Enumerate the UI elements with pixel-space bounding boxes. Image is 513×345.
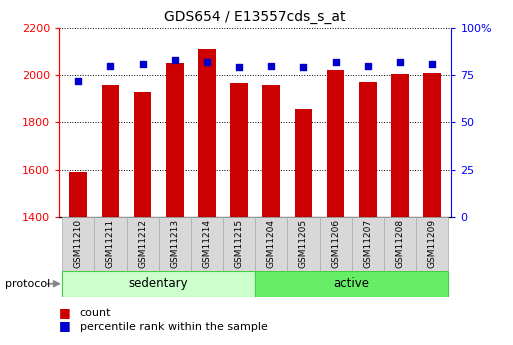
Text: sedentary: sedentary	[129, 277, 188, 290]
Text: GSM11206: GSM11206	[331, 218, 340, 268]
Point	[300, 65, 308, 70]
Text: GSM11207: GSM11207	[363, 218, 372, 268]
Bar	[62, 271, 255, 297]
Point	[396, 59, 404, 65]
Point	[203, 59, 211, 65]
Bar	[102, 85, 120, 217]
Bar	[255, 271, 448, 297]
Text: GSM11205: GSM11205	[299, 218, 308, 268]
Text: percentile rank within the sample: percentile rank within the sample	[80, 322, 267, 332]
Bar	[127, 217, 159, 271]
Bar	[69, 172, 87, 217]
Bar	[287, 217, 320, 271]
Point	[74, 78, 83, 83]
Text: GSM11204: GSM11204	[267, 218, 276, 267]
Bar	[230, 83, 248, 217]
Point	[139, 61, 147, 66]
Text: GSM11215: GSM11215	[234, 218, 244, 268]
Point	[364, 63, 372, 68]
Bar	[191, 217, 223, 271]
Bar	[166, 63, 184, 217]
Text: GSM11210: GSM11210	[74, 218, 83, 268]
Point	[171, 57, 179, 62]
Text: ■: ■	[59, 319, 71, 333]
Bar	[159, 217, 191, 271]
Point	[106, 63, 114, 68]
Bar	[423, 73, 441, 217]
Text: ■: ■	[59, 306, 71, 319]
Text: GSM11208: GSM11208	[396, 218, 404, 268]
Bar	[134, 92, 151, 217]
Text: GSM11214: GSM11214	[203, 218, 211, 267]
Bar	[384, 217, 416, 271]
Point	[428, 61, 436, 66]
Bar	[294, 109, 312, 217]
Text: GSM11211: GSM11211	[106, 218, 115, 268]
Point	[235, 65, 243, 70]
Text: active: active	[334, 277, 370, 290]
Text: GSM11213: GSM11213	[170, 218, 180, 268]
Text: protocol: protocol	[5, 279, 50, 289]
Text: count: count	[80, 308, 111, 318]
Bar	[62, 217, 94, 271]
Bar	[327, 70, 345, 217]
Text: GSM11212: GSM11212	[138, 218, 147, 267]
Bar	[320, 217, 352, 271]
Title: GDS654 / E13557cds_s_at: GDS654 / E13557cds_s_at	[165, 10, 346, 24]
Bar	[359, 82, 377, 217]
Bar	[416, 217, 448, 271]
Bar	[263, 85, 280, 217]
Bar	[352, 217, 384, 271]
Bar	[255, 217, 287, 271]
Bar	[198, 49, 216, 217]
Point	[267, 63, 275, 68]
Bar	[391, 74, 409, 217]
Bar	[223, 217, 255, 271]
Point	[331, 59, 340, 65]
Bar	[94, 217, 127, 271]
Text: GSM11209: GSM11209	[428, 218, 437, 268]
